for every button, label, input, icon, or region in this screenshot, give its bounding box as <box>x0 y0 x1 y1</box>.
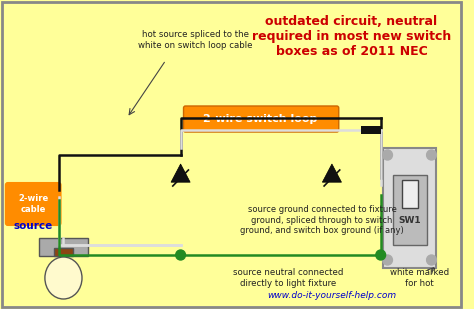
Bar <box>383 148 437 268</box>
Text: source neutral connected
directly to light fixture: source neutral connected directly to lig… <box>233 268 343 288</box>
Bar <box>361 126 381 134</box>
Text: hot source spliced to the
white on switch loop cable: hot source spliced to the white on switc… <box>138 30 253 50</box>
Bar <box>54 248 73 256</box>
Bar <box>402 180 418 208</box>
Polygon shape <box>171 164 190 182</box>
Text: 2-wire
cable: 2-wire cable <box>18 194 48 214</box>
Bar <box>39 238 88 256</box>
Text: outdated circuit, neutral
required in most new switch
boxes as of 2011 NEC: outdated circuit, neutral required in mo… <box>252 15 451 58</box>
Polygon shape <box>322 164 341 182</box>
Circle shape <box>383 150 392 160</box>
Circle shape <box>383 255 392 265</box>
Text: 2-wire switch loop: 2-wire switch loop <box>203 114 318 124</box>
FancyBboxPatch shape <box>183 106 339 132</box>
Ellipse shape <box>45 257 82 299</box>
Bar <box>393 175 427 245</box>
Circle shape <box>376 250 386 260</box>
Text: SW1: SW1 <box>399 215 421 225</box>
Circle shape <box>427 150 437 160</box>
Text: www.do-it-yourself-help.com: www.do-it-yourself-help.com <box>267 291 396 300</box>
Circle shape <box>427 255 437 265</box>
Text: source ground connected to fixture
ground, spliced through to switch
ground, and: source ground connected to fixture groun… <box>240 205 404 235</box>
FancyBboxPatch shape <box>6 183 61 225</box>
Text: source: source <box>14 221 53 231</box>
Circle shape <box>176 250 185 260</box>
Text: white marked
for hot: white marked for hot <box>390 268 449 288</box>
